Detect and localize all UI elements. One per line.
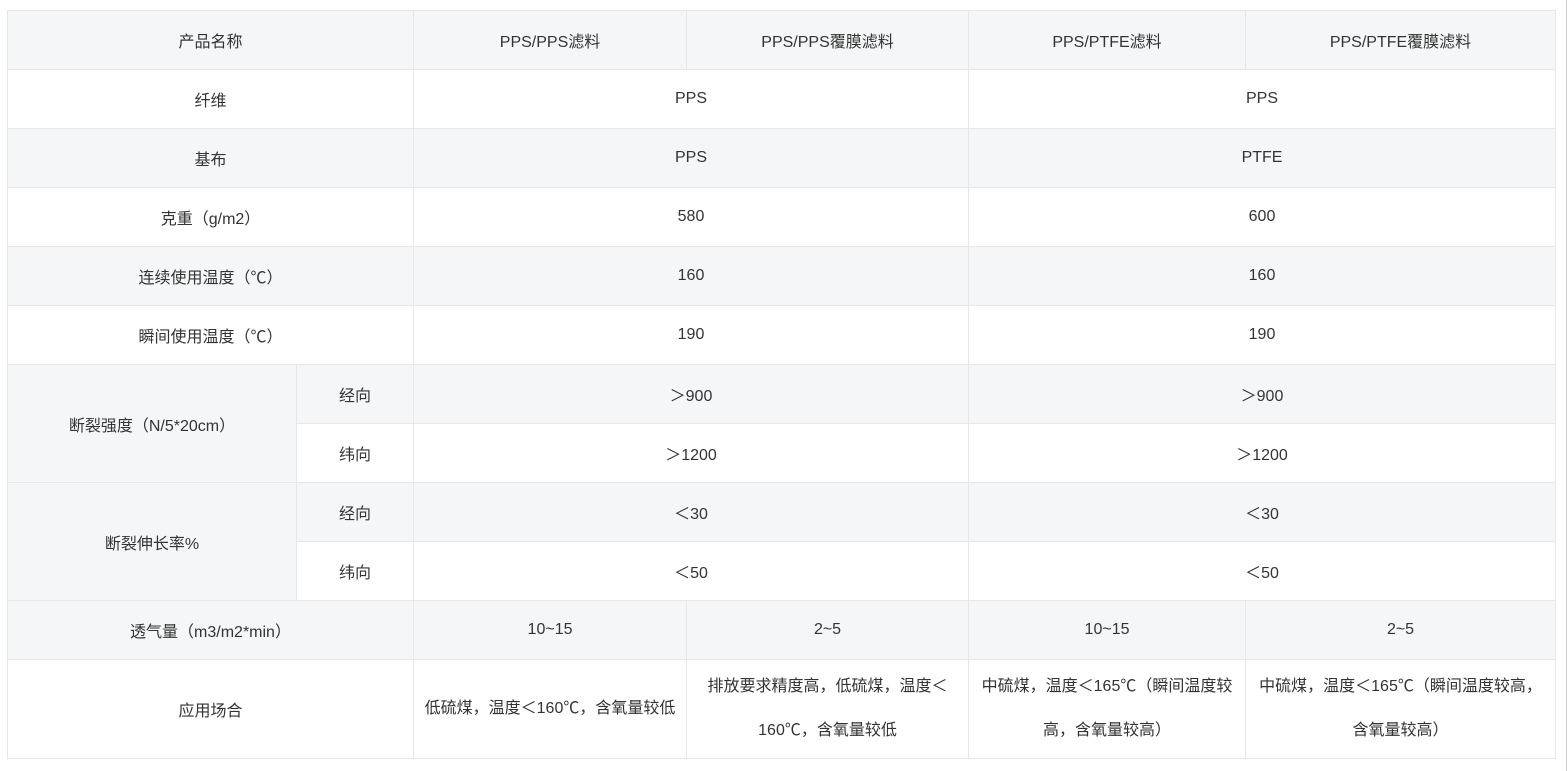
elongation-weft-right: ＜50 bbox=[968, 541, 1557, 601]
base-fabric-value-left: PPS bbox=[413, 128, 970, 188]
permeability-label: 透气量（m3/m2*min） bbox=[6, 600, 415, 660]
fiber-label: 纤维 bbox=[6, 69, 415, 129]
elongation-warp-label: 经向 bbox=[295, 482, 415, 542]
elongation-weft-left: ＜50 bbox=[413, 541, 970, 601]
elongation-warp-row: 断裂伸长率% 经向 ＜30 ＜30 bbox=[7, 482, 1557, 601]
application-label: 应用场合 bbox=[6, 659, 415, 759]
elongation-warp-right: ＜30 bbox=[968, 482, 1557, 542]
application-value-1: 低硫煤，温度＜160℃，含氧量较低 bbox=[413, 659, 688, 759]
breaking-strength-label: 断裂强度（N/5*20cm） bbox=[7, 364, 297, 483]
product-spec-table: 产品名称 PPS/PPS滤料 PPS/PPS覆膜滤料 PPS/PTFE滤料 PP… bbox=[6, 10, 1557, 759]
instant-temp-value-left: 190 bbox=[413, 305, 970, 365]
fiber-value-left: PPS bbox=[413, 69, 970, 129]
permeability-value-4: 2~5 bbox=[1245, 600, 1557, 660]
breaking-strength-warp-label: 经向 bbox=[295, 364, 415, 424]
breaking-strength-weft-right: ＞1200 bbox=[968, 423, 1557, 483]
breaking-strength-warp-row: 断裂强度（N/5*20cm） 经向 ＞900 ＞900 bbox=[7, 364, 1557, 483]
header-pps-pps-membrane: PPS/PPS覆膜滤料 bbox=[686, 10, 970, 70]
elongation-warp-left: ＜30 bbox=[413, 482, 970, 542]
application-value-2: 排放要求精度高，低硫煤，温度＜160℃，含氧量较低 bbox=[686, 659, 970, 759]
fiber-row: 纤维 PPS PPS bbox=[6, 69, 1557, 129]
continuous-temp-value-right: 160 bbox=[968, 246, 1557, 306]
application-value-3: 中硫煤，温度＜165℃（瞬间温度较高，含氧量较高） bbox=[968, 659, 1247, 759]
elongation-label: 断裂伸长率% bbox=[7, 482, 297, 601]
breaking-strength-weft-label: 纬向 bbox=[295, 423, 415, 483]
weight-value-right: 600 bbox=[968, 187, 1557, 247]
breaking-strength-warp-right: ＞900 bbox=[968, 364, 1557, 424]
base-fabric-value-right: PTFE bbox=[968, 128, 1557, 188]
weight-label: 克重（g/m2） bbox=[6, 187, 415, 247]
permeability-value-1: 10~15 bbox=[413, 600, 688, 660]
weight-value-left: 580 bbox=[413, 187, 970, 247]
elongation-weft-label: 纬向 bbox=[295, 541, 415, 601]
instant-temp-row: 瞬间使用温度（℃） 190 190 bbox=[6, 305, 1557, 365]
base-fabric-label: 基布 bbox=[6, 128, 415, 188]
fiber-value-right: PPS bbox=[968, 69, 1557, 129]
instant-temp-value-right: 190 bbox=[968, 305, 1557, 365]
permeability-row: 透气量（m3/m2*min） 10~15 2~5 10~15 2~5 bbox=[6, 600, 1557, 660]
header-product-name: 产品名称 bbox=[6, 10, 415, 70]
page-right-border bbox=[1566, 0, 1567, 771]
breaking-strength-weft-left: ＞1200 bbox=[413, 423, 970, 483]
permeability-value-2: 2~5 bbox=[686, 600, 970, 660]
header-pps-pps: PPS/PPS滤料 bbox=[413, 10, 688, 70]
weight-row: 克重（g/m2） 580 600 bbox=[6, 187, 1557, 247]
breaking-strength-warp-left: ＞900 bbox=[413, 364, 970, 424]
base-fabric-row: 基布 PPS PTFE bbox=[6, 128, 1557, 188]
header-pps-ptfe: PPS/PTFE滤料 bbox=[968, 10, 1247, 70]
continuous-temp-label: 连续使用温度（℃） bbox=[6, 246, 415, 306]
instant-temp-label: 瞬间使用温度（℃） bbox=[6, 305, 415, 365]
header-row: 产品名称 PPS/PPS滤料 PPS/PPS覆膜滤料 PPS/PTFE滤料 PP… bbox=[6, 10, 1557, 70]
permeability-value-3: 10~15 bbox=[968, 600, 1247, 660]
continuous-temp-value-left: 160 bbox=[413, 246, 970, 306]
breaking-strength-weft-row: 纬向 ＞1200 ＞1200 bbox=[8, 423, 1557, 483]
application-value-4: 中硫煤，温度＜165℃（瞬间温度较高，含氧量较高） bbox=[1245, 659, 1557, 759]
continuous-temp-row: 连续使用温度（℃） 160 160 bbox=[6, 246, 1557, 306]
elongation-weft-row: 纬向 ＜50 ＜50 bbox=[8, 541, 1557, 601]
header-pps-ptfe-membrane: PPS/PTFE覆膜滤料 bbox=[1245, 10, 1557, 70]
application-row: 应用场合 低硫煤，温度＜160℃，含氧量较低 排放要求精度高，低硫煤，温度＜16… bbox=[6, 659, 1557, 759]
